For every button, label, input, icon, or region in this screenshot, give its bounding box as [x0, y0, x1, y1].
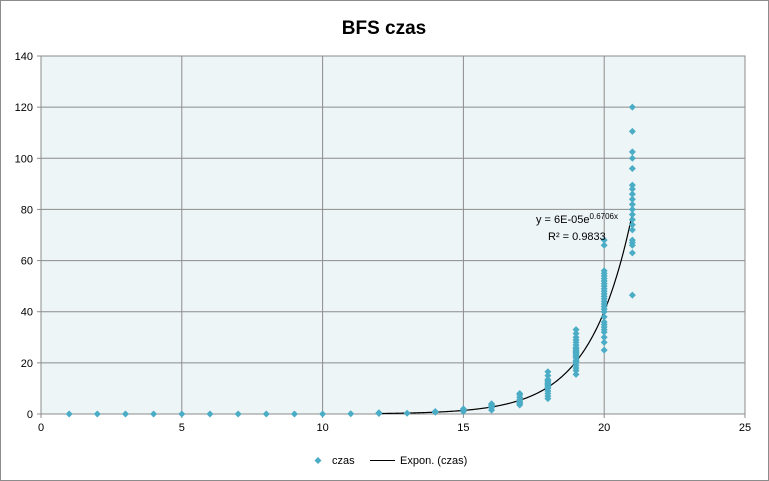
y-tick-label: 0 — [27, 409, 33, 421]
data-point — [572, 370, 580, 378]
data-point — [628, 190, 636, 198]
data-point — [544, 372, 552, 380]
data-point — [544, 375, 552, 383]
x-tick-label: 5 — [179, 422, 185, 434]
data-point — [206, 410, 214, 418]
y-tick-label: 80 — [21, 204, 33, 216]
data-point — [319, 410, 327, 418]
x-tick-label: 15 — [457, 422, 469, 434]
data-point — [488, 400, 496, 408]
data-point — [628, 148, 636, 156]
legend-marker-czas — [314, 457, 322, 464]
data-point — [572, 352, 580, 360]
data-point — [628, 226, 636, 234]
data-point — [93, 410, 101, 418]
equation-prefix: y = 6E-05e — [536, 214, 590, 226]
data-point — [628, 195, 636, 203]
data-point — [628, 165, 636, 173]
grid-layer — [41, 56, 745, 414]
data-point — [150, 410, 158, 418]
data-point — [516, 390, 524, 398]
y-tick-label: 60 — [21, 256, 33, 268]
y-tick-label: 140 — [15, 51, 33, 63]
chart-title: BFS czas — [342, 18, 426, 39]
equation-exponent: 0.6706x — [590, 212, 618, 221]
x-tick-label: 25 — [739, 422, 751, 434]
data-point — [628, 291, 636, 299]
trendline-expon — [378, 213, 633, 415]
data-point — [431, 407, 439, 415]
data-point — [628, 221, 636, 229]
data-point — [600, 241, 608, 249]
data-point — [234, 410, 242, 418]
data-point — [544, 368, 552, 376]
data-point — [628, 200, 636, 208]
data-point — [290, 410, 298, 418]
data-point — [572, 345, 580, 353]
x-tick-label: 10 — [316, 422, 328, 434]
data-point — [600, 267, 608, 275]
data-point — [628, 211, 636, 219]
trendline-layer — [378, 213, 633, 415]
data-point — [600, 333, 608, 341]
data-point — [628, 216, 636, 224]
data-point — [600, 346, 608, 354]
y-tick-label: 40 — [21, 307, 33, 319]
data-point — [572, 326, 580, 334]
axis-layer: 0 20 40 60 80 100 120 140 0 5 10 15 20 25 — [15, 51, 751, 434]
data-point — [628, 103, 636, 111]
scatter-layer — [65, 103, 636, 418]
x-tick-label: 0 — [38, 422, 44, 434]
data-point — [262, 410, 270, 418]
data-point — [347, 410, 355, 418]
data-point — [572, 358, 580, 366]
y-tick-label: 100 — [15, 153, 33, 165]
data-point — [628, 127, 636, 135]
data-point — [572, 333, 580, 341]
data-point — [628, 154, 636, 162]
data-point — [628, 205, 636, 213]
legend-label-czas: czas — [332, 455, 355, 467]
plot-area — [40, 55, 746, 415]
data-point — [600, 318, 608, 326]
data-point — [600, 313, 608, 321]
data-point — [65, 410, 73, 418]
data-point — [572, 329, 580, 337]
data-point — [628, 181, 636, 189]
x-tick-label: 20 — [598, 422, 610, 434]
data-point — [600, 338, 608, 346]
trendline-equation: y = 6E-05e0.6706x — [536, 212, 618, 226]
trendline-r-squared: R² = 0.9833 — [548, 231, 606, 243]
legend: czas Expon. (czas) — [314, 455, 467, 467]
data-point — [121, 410, 129, 418]
data-point — [178, 410, 186, 418]
legend-label-trendline: Expon. (czas) — [400, 455, 467, 467]
data-point — [628, 249, 636, 257]
data-point — [628, 236, 636, 244]
data-point — [600, 236, 608, 244]
data-point — [375, 409, 383, 417]
data-point — [403, 409, 411, 417]
y-tick-label: 120 — [15, 102, 33, 114]
data-point — [628, 185, 636, 193]
y-tick-label: 20 — [21, 358, 33, 370]
data-point — [459, 405, 467, 413]
